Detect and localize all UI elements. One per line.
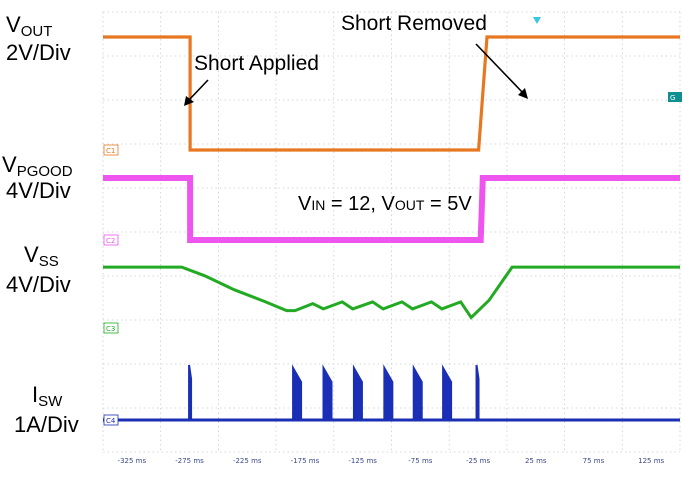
short-applied-label: Short Applied <box>194 52 319 75</box>
trace-vss <box>103 265 680 320</box>
isw-spike <box>442 364 453 420</box>
vpgood-scale: 4V/Div <box>6 178 71 203</box>
isw-spike <box>383 364 394 420</box>
short-removed-arrow <box>475 43 528 99</box>
trigger-marker-icon <box>533 17 541 24</box>
condition-annotation: VIN = 12, VOUT = 5V <box>298 193 472 215</box>
ground-marker-isw: C4 <box>103 414 119 426</box>
trace-vpgood <box>103 175 680 243</box>
x-tick-label: -25 ms <box>466 457 490 465</box>
trace-vout <box>103 35 680 152</box>
isw-spike <box>292 364 303 420</box>
x-tick-label: -75 ms <box>408 457 432 465</box>
x-tick-label: -175 ms <box>291 457 320 465</box>
isw-spike <box>322 364 333 420</box>
x-tick-label: 25 ms <box>525 457 547 465</box>
x-tick-label: 125 ms <box>638 457 664 465</box>
vss-label: VSS <box>24 242 59 270</box>
ground-marker-text: C3 <box>106 325 115 333</box>
ground-marker-text: C1 <box>106 147 115 155</box>
channel-ground-markers: C1 C2 C3 C4 <box>103 144 119 426</box>
trigger-level-icon: G <box>668 92 682 102</box>
isw-spike <box>475 364 480 420</box>
x-tick-labels: -325 ms -275 ms -225 ms -175 ms -125 ms -75 m… <box>118 457 665 465</box>
ground-marker-vpgood: C2 <box>103 234 119 246</box>
x-tick-label: 75 ms <box>583 457 605 465</box>
isw-scale: 1A/Div <box>14 412 79 437</box>
isw-spike <box>188 364 193 420</box>
vpgood-label: VPGOOD <box>2 152 73 180</box>
x-tick-label: -125 ms <box>348 457 377 465</box>
trigger-level-text: G <box>670 94 675 102</box>
x-tick-label: -325 ms <box>118 457 147 465</box>
vss-scale: 4V/Div <box>6 272 71 297</box>
vout-scale: 2V/Div <box>6 40 71 65</box>
isw-spike <box>412 364 423 420</box>
ground-marker-vout: C1 <box>103 144 119 156</box>
isw-label: ISW <box>32 382 63 410</box>
ground-marker-vss: C3 <box>103 322 119 334</box>
vout-label: VOUT <box>6 12 52 40</box>
x-tick-label: -275 ms <box>175 457 204 465</box>
isw-spike <box>352 364 363 420</box>
chart-grid <box>102 11 681 453</box>
short-applied-arrow <box>184 79 209 106</box>
ground-marker-text: C4 <box>106 417 116 425</box>
short-removed-label: Short Removed <box>341 12 487 35</box>
isw-spikes <box>188 364 480 420</box>
x-tick-label: -225 ms <box>233 457 262 465</box>
ground-marker-text: C2 <box>106 237 115 245</box>
